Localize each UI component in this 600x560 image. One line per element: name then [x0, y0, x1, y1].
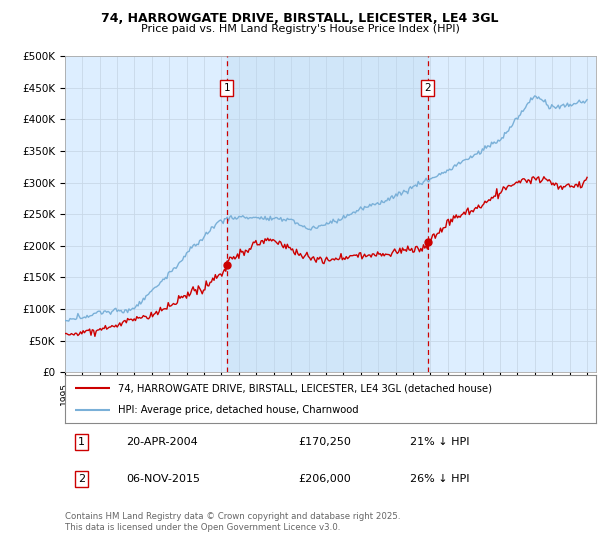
Text: 74, HARROWGATE DRIVE, BIRSTALL, LEICESTER, LE4 3GL (detached house): 74, HARROWGATE DRIVE, BIRSTALL, LEICESTE…: [118, 383, 492, 393]
Text: Contains HM Land Registry data © Crown copyright and database right 2025.
This d: Contains HM Land Registry data © Crown c…: [65, 512, 400, 532]
Text: Price paid vs. HM Land Registry's House Price Index (HPI): Price paid vs. HM Land Registry's House …: [140, 24, 460, 34]
Text: 26% ↓ HPI: 26% ↓ HPI: [410, 474, 469, 484]
Text: 2: 2: [78, 474, 85, 484]
Text: £170,250: £170,250: [298, 437, 352, 447]
Bar: [227, 56, 428, 372]
Text: 1: 1: [223, 83, 230, 92]
Text: £206,000: £206,000: [298, 474, 351, 484]
Text: 1: 1: [78, 437, 85, 447]
Text: 74, HARROWGATE DRIVE, BIRSTALL, LEICESTER, LE4 3GL: 74, HARROWGATE DRIVE, BIRSTALL, LEICESTE…: [101, 12, 499, 25]
Text: 2: 2: [424, 83, 431, 92]
Text: 06-NOV-2015: 06-NOV-2015: [126, 474, 200, 484]
Text: 20-APR-2004: 20-APR-2004: [126, 437, 197, 447]
Text: 21% ↓ HPI: 21% ↓ HPI: [410, 437, 469, 447]
Text: HPI: Average price, detached house, Charnwood: HPI: Average price, detached house, Char…: [118, 405, 359, 415]
